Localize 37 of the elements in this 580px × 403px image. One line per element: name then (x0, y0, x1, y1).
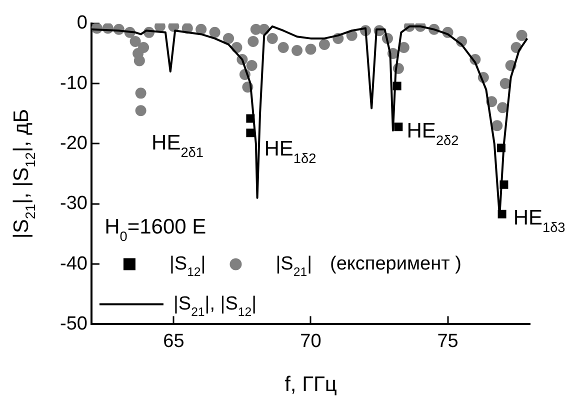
y-tick-label: -50 (60, 313, 88, 334)
point (135, 105, 146, 116)
point (138, 42, 150, 53)
x-tick-label: 75 (437, 330, 458, 352)
point (318, 38, 330, 50)
point (266, 32, 278, 44)
point (392, 82, 402, 90)
point (492, 120, 503, 132)
point (246, 60, 258, 72)
annotation: (експеримент ) (330, 253, 462, 274)
y-axis-title: |S21|, |S12|, дБ (10, 109, 38, 239)
y-tick-label: 0 (76, 12, 88, 34)
y-tick-label: -30 (60, 193, 88, 214)
point (134, 55, 145, 66)
y-tick-label: -10 (60, 72, 88, 94)
point (278, 42, 289, 53)
x-tick-label: 65 (163, 330, 184, 352)
point (246, 114, 255, 123)
x-axis-title: f, ГГц (284, 372, 337, 396)
point (130, 36, 141, 47)
y-tick-label: -20 (60, 132, 88, 154)
y-tick-label: -40 (60, 253, 88, 274)
point (516, 30, 528, 41)
point (135, 88, 146, 99)
point (248, 36, 259, 47)
point (305, 44, 316, 55)
point (292, 44, 303, 56)
x-tick-label: 70 (300, 330, 322, 352)
point (209, 26, 220, 38)
point (398, 42, 410, 53)
point (246, 128, 255, 138)
point (223, 32, 234, 44)
point (497, 102, 508, 114)
point (498, 210, 506, 218)
point (496, 144, 506, 152)
point (500, 180, 508, 189)
point (394, 122, 403, 132)
